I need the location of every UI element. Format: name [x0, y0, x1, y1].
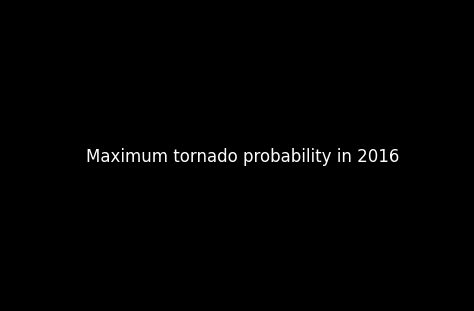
Text: Maximum tornado probability in 2016: Maximum tornado probability in 2016 [86, 148, 400, 166]
